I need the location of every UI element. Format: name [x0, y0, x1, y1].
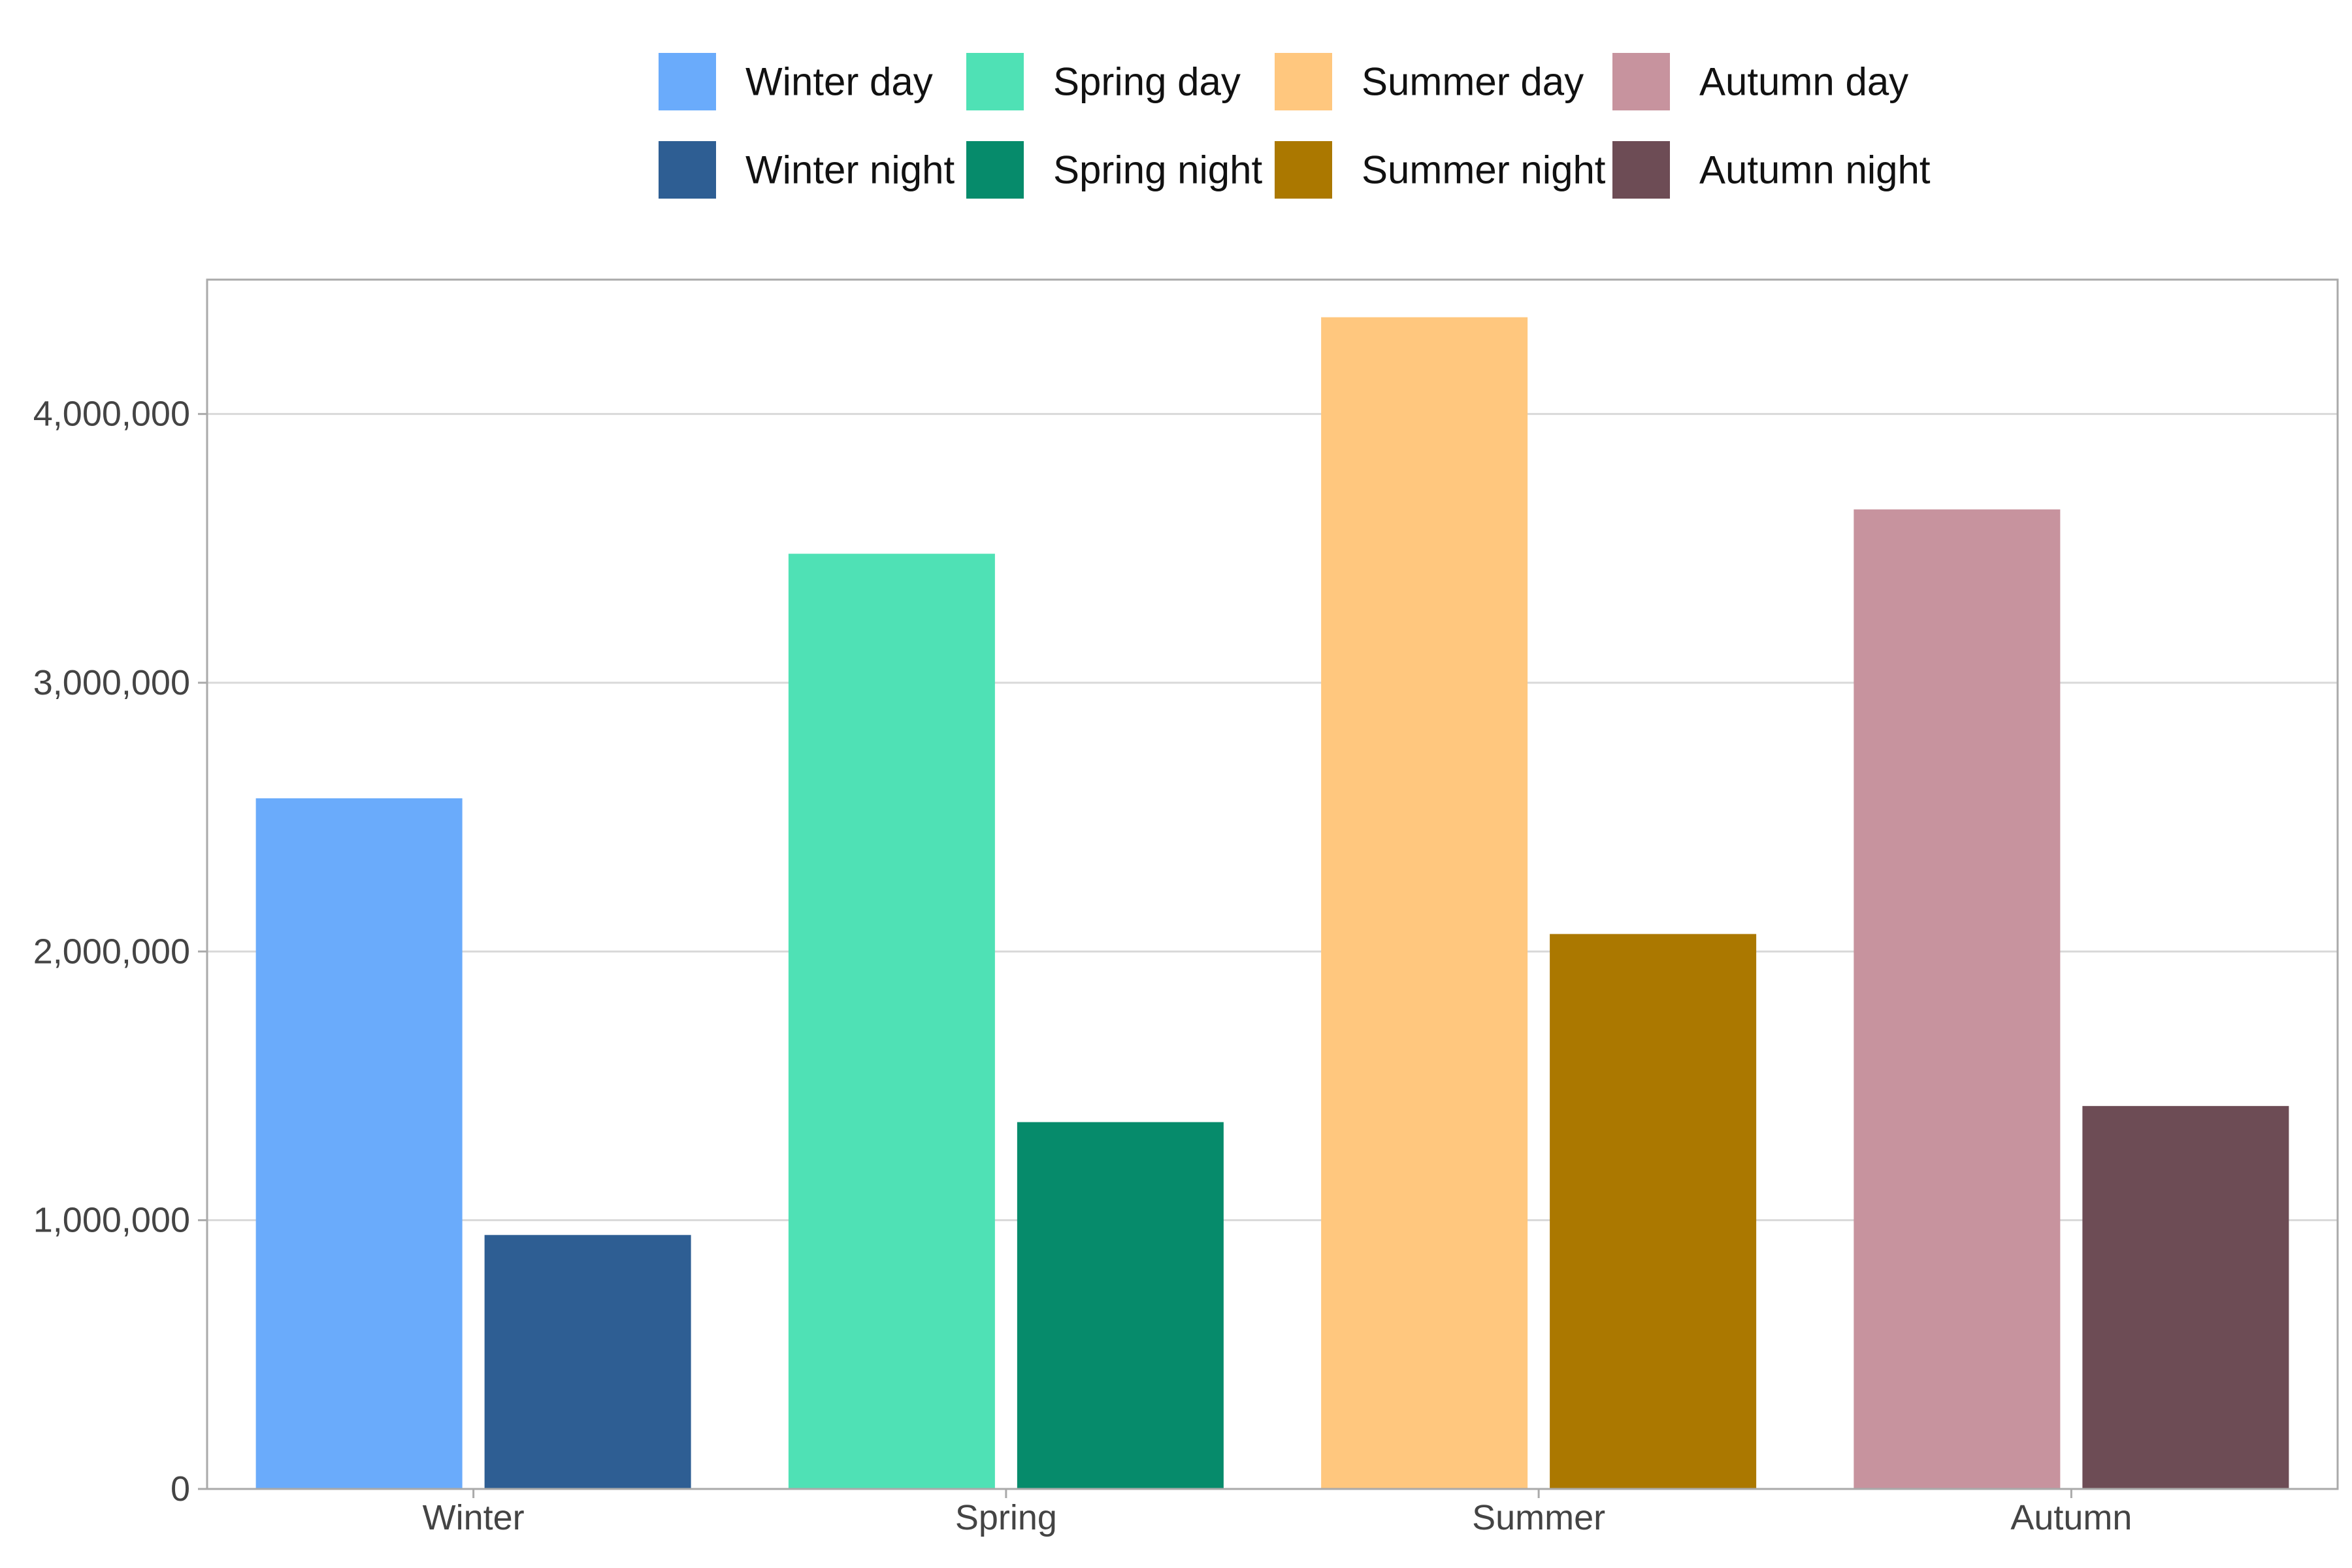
bars: [255, 317, 2289, 1490]
legend-item-autumn-day: Autumn day: [1612, 53, 1908, 110]
legend-label: Spring night: [1053, 148, 1263, 192]
legend-label: Winter night: [745, 148, 955, 192]
legend-item-winter-day: Winter day: [659, 53, 933, 110]
y-axis: 0 1,000,000 2,000,000 3,000,000 4,000,000: [33, 395, 207, 1509]
bar-autumn-day: [1854, 509, 2061, 1490]
x-axis: Winter Spring Summer Autumn: [423, 1489, 2132, 1537]
y-tick-label: 4,000,000: [33, 395, 190, 434]
x-tick-label: Autumn: [2010, 1498, 2132, 1537]
legend-item-summer-day: Summer day: [1275, 53, 1584, 110]
legend-swatch: [1612, 141, 1670, 199]
legend-label: Spring day: [1053, 60, 1241, 104]
bar-winter-night: [484, 1235, 691, 1489]
legend-swatch: [659, 53, 716, 110]
y-tick-label: 2,000,000: [33, 932, 190, 971]
legend-swatch: [1612, 53, 1670, 110]
legend-item-winter-night: Winter night: [659, 141, 955, 199]
legend-swatch: [1275, 141, 1332, 199]
legend-label: Summer day: [1362, 60, 1584, 104]
bar-spring-day: [788, 553, 995, 1489]
x-tick-label: Winter: [423, 1498, 525, 1537]
legend-swatch: [966, 141, 1024, 199]
legend-label: Autumn day: [1699, 60, 1908, 104]
bar-summer-night: [1550, 934, 1757, 1489]
y-tick-label: 3,000,000: [33, 663, 190, 702]
plot-border: [206, 278, 2339, 1490]
legend-swatch: [659, 141, 716, 199]
legend-item-spring-night: Spring night: [966, 141, 1263, 199]
x-tick-label: Spring: [955, 1498, 1057, 1537]
y-tick-label: 1,000,000: [33, 1201, 190, 1240]
legend-label: Summer night: [1362, 148, 1606, 192]
x-tick-label: Summer: [1472, 1498, 1605, 1537]
legend: Winter day Winter night Spring day Spring n…: [659, 53, 1931, 199]
legend-swatch: [966, 53, 1024, 110]
bar-autumn-night: [2082, 1105, 2289, 1489]
y-tick-label: 0: [171, 1469, 190, 1509]
bar-winter-day: [255, 798, 463, 1489]
legend-item-spring-day: Spring day: [966, 53, 1241, 110]
legend-swatch: [1275, 53, 1332, 110]
legend-item-summer-night: Summer night: [1275, 141, 1606, 199]
legend-label: Autumn night: [1699, 148, 1931, 192]
legend-item-autumn-night: Autumn night: [1612, 141, 1931, 199]
bar-summer-day: [1321, 317, 1528, 1489]
bar-spring-night: [1017, 1122, 1224, 1489]
legend-label: Winter day: [745, 60, 933, 104]
